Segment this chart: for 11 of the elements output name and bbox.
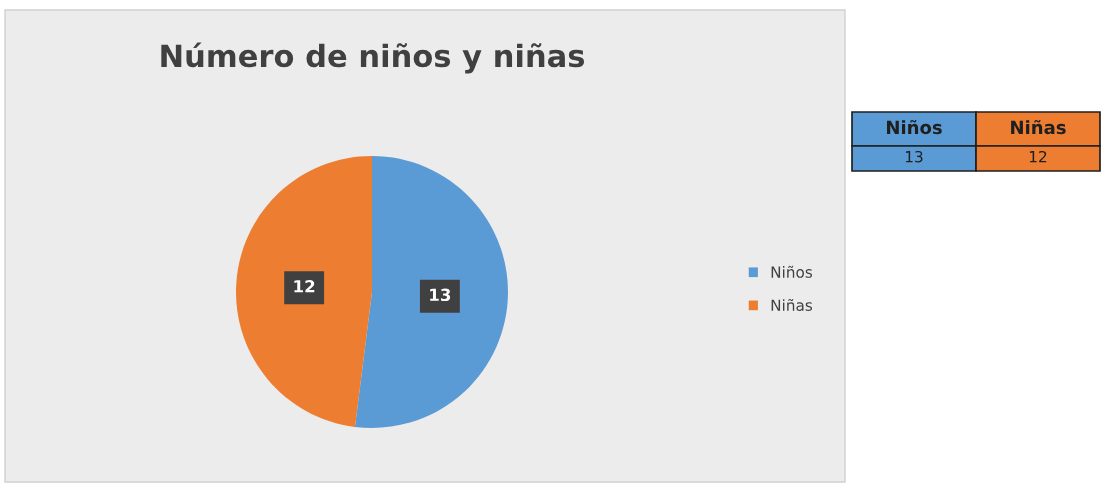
chart-title: Número de niños y niñas: [161, 42, 585, 74]
category-label: Niños: [887, 119, 942, 135]
data-label: 12: [294, 279, 315, 293]
text: 12: [1029, 150, 1047, 163]
category-label: Niñas: [1011, 119, 1066, 135]
legend-label: Niños: [771, 265, 813, 278]
pie-slice: [354, 156, 508, 428]
legend-label: Niñas: [771, 298, 813, 311]
pie-slice: [236, 156, 372, 427]
data-label: 13: [430, 288, 451, 302]
text: 13: [905, 150, 923, 163]
